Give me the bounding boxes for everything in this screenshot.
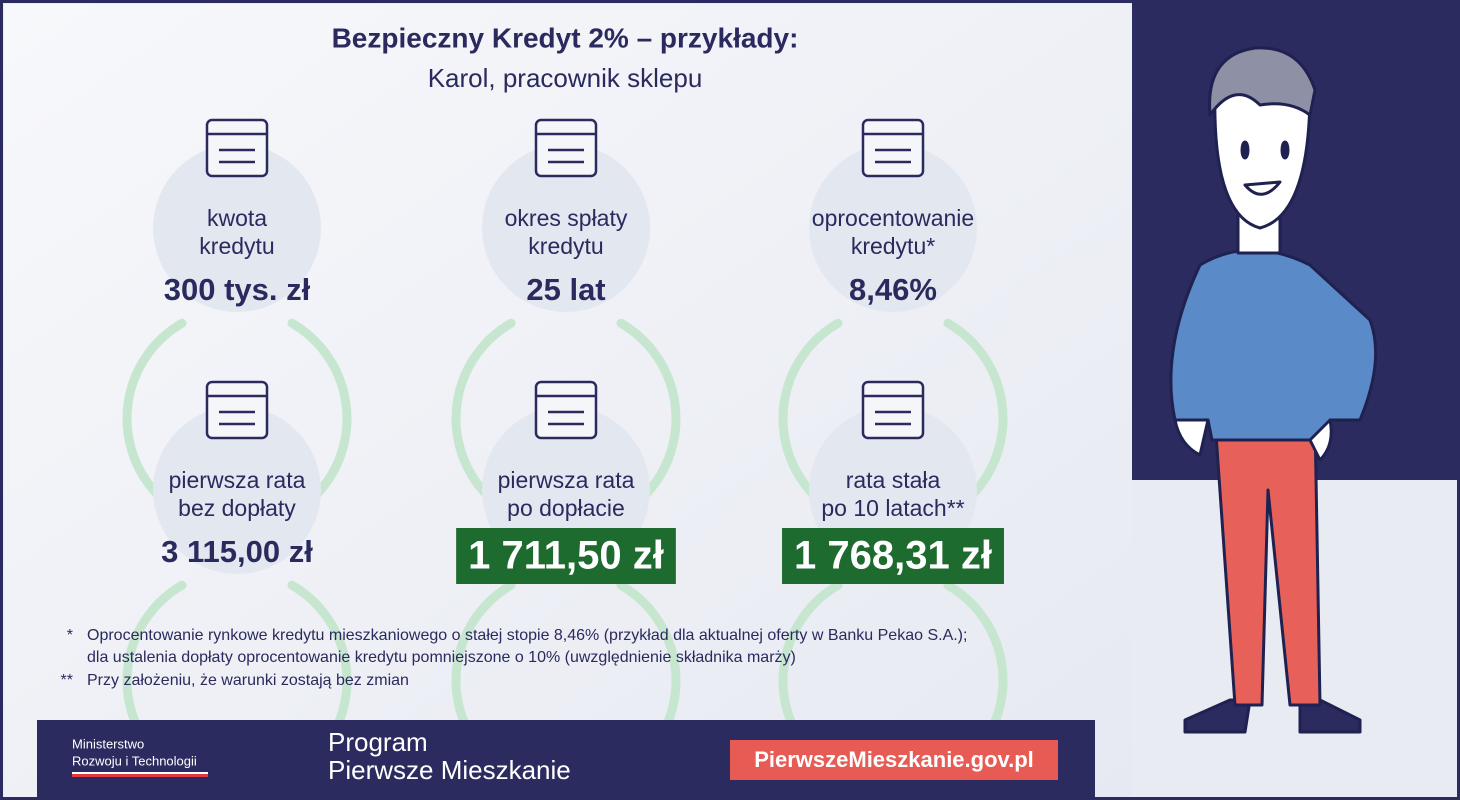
card-icon [534,118,598,178]
card-icon [534,380,598,440]
card-icon [861,380,925,440]
card-value: 300 tys. zł [164,272,311,307]
card-label: bez dopłaty [178,495,296,521]
card-label: okres spłaty [505,205,628,231]
card-label: pierwsza rata [498,467,635,493]
footnote-marker: ** [61,672,73,689]
footnotes: * Oprocentowanie rynkowe kredytu mieszkan… [61,627,968,689]
title: Bezpieczny Kredyt 2% – przykłady: [332,22,799,53]
icon-body [534,380,598,440]
card-label: pierwsza rata [169,467,306,493]
card-value: 1 711,50 zł [468,534,664,578]
card-label: kwota [207,205,267,231]
person-illustration [1169,46,1378,734]
footnote-text: Przy założeniu, że warunki zostają bez z… [87,672,409,689]
program-line: Pierwsze Mieszkanie [328,755,571,785]
card-label: rata stała [846,467,941,493]
card-icon [861,118,925,178]
card-icon [205,380,269,440]
card-label: oprocentowanie [812,205,974,231]
card-label: po 10 latach** [821,495,964,521]
card-circle [809,144,977,312]
flag-red [72,774,208,777]
flag-white [72,772,208,774]
card-value: 3 115,00 zł [161,534,313,569]
card-circle [153,144,321,312]
card-label: kredytu* [851,233,935,259]
icon-body [205,380,269,440]
footnote-marker: * [67,627,73,644]
icon-body [534,118,598,178]
ministry-line: Rozwoju i Technologii [72,753,197,768]
icon-body [205,118,269,178]
card-label: kredytu [199,233,274,259]
footnote-text: Oprocentowanie rynkowe kredytu mieszkani… [87,627,967,644]
program-line: Program [328,727,428,757]
value-highlight [782,528,1004,584]
card-value: 25 lat [526,272,605,307]
card-icon [205,118,269,178]
ministry-line: Ministerstwo [72,736,144,751]
card-label: kredytu [528,233,603,259]
icon-body [861,118,925,178]
footnote-text: dla ustalenia dopłaty oprocentowanie kre… [87,649,796,666]
card-value: 1 768,31 zł [794,534,992,578]
url[interactable]: PierwszeMieszkanie.gov.pl [754,747,1034,772]
card-value: 8,46% [849,272,937,307]
card-circle [153,406,321,574]
card-circle [482,144,650,312]
url-box[interactable] [730,740,1058,780]
value-highlight [456,528,676,584]
icon-body [861,380,925,440]
subtitle: Karol, pracownik sklepu [428,63,703,93]
card-label: po dopłacie [507,495,625,521]
